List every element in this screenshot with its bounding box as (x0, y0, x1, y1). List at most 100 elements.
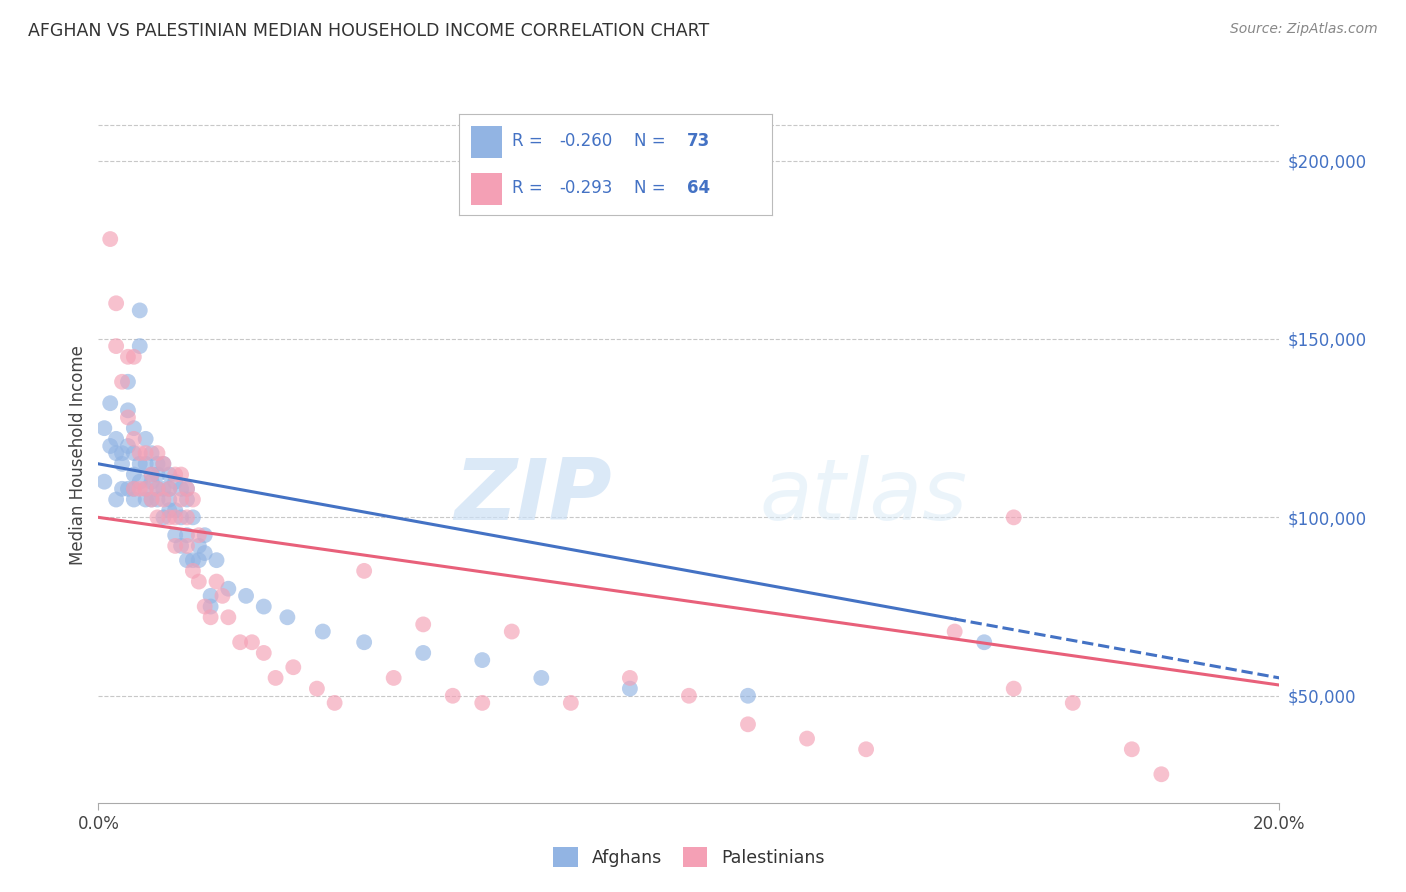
Point (157, 510, 180, 524)
Point (128, 339, 150, 353)
Point (111, 446, 134, 460)
Point (157, 482, 180, 496)
Point (205, 553, 228, 567)
Point (122, 482, 145, 496)
Point (217, 610, 239, 624)
Point (146, 482, 169, 496)
Point (117, 403, 139, 417)
Point (323, 696, 346, 710)
Point (187, 553, 209, 567)
Point (111, 457, 134, 471)
Point (1002, 510, 1025, 524)
Point (194, 599, 217, 614)
Point (98, 439, 121, 453)
Point (176, 528, 198, 542)
Point (181, 510, 204, 524)
Point (1002, 681, 1025, 696)
Point (152, 457, 174, 471)
Point (200, 610, 222, 624)
Point (170, 467, 193, 482)
Point (117, 439, 139, 453)
Point (200, 589, 222, 603)
Y-axis label: Median Household Income: Median Household Income (69, 345, 87, 565)
Point (181, 564, 204, 578)
Point (176, 492, 198, 507)
Point (181, 553, 204, 567)
Point (117, 375, 139, 389)
Point (157, 492, 180, 507)
Point (560, 696, 582, 710)
Point (152, 457, 174, 471)
Point (122, 492, 145, 507)
Point (312, 624, 335, 639)
Point (157, 482, 180, 496)
Point (412, 646, 434, 660)
Point (122, 482, 145, 496)
Point (111, 482, 134, 496)
Point (105, 432, 128, 446)
Point (181, 492, 204, 507)
Point (152, 510, 174, 524)
Point (146, 492, 169, 507)
Point (128, 475, 150, 489)
Point (98, 232, 121, 246)
Point (229, 635, 252, 649)
Point (194, 528, 217, 542)
Point (128, 482, 150, 496)
Point (135, 457, 157, 471)
Point (165, 503, 187, 517)
Point (122, 446, 145, 460)
Point (93, 475, 115, 489)
Point (105, 296, 128, 310)
Point (122, 467, 145, 482)
Point (855, 742, 877, 756)
Point (253, 599, 276, 614)
Point (165, 528, 187, 542)
Point (146, 446, 169, 460)
Point (211, 589, 233, 603)
Point (152, 482, 174, 496)
Point (128, 303, 150, 318)
Point (382, 671, 405, 685)
Point (471, 696, 494, 710)
Point (176, 482, 198, 496)
Point (1062, 696, 1084, 710)
Point (135, 432, 157, 446)
Point (796, 731, 818, 746)
Point (165, 510, 187, 524)
Point (353, 564, 375, 578)
Point (128, 446, 150, 460)
Point (240, 635, 263, 649)
Point (141, 492, 163, 507)
Point (253, 646, 276, 660)
Point (194, 546, 217, 560)
Point (973, 635, 995, 649)
Point (105, 339, 128, 353)
Point (141, 467, 163, 482)
Point (678, 689, 700, 703)
Point (152, 492, 174, 507)
Point (619, 681, 641, 696)
Point (283, 660, 305, 674)
Point (146, 510, 169, 524)
Point (471, 653, 494, 667)
Point (157, 503, 180, 517)
Point (105, 446, 128, 460)
Point (117, 350, 139, 364)
Point (737, 717, 759, 731)
Point (276, 610, 298, 624)
Point (165, 475, 187, 489)
Point (141, 446, 163, 460)
Point (170, 492, 193, 507)
Point (170, 539, 193, 553)
Point (1121, 742, 1143, 756)
Point (117, 410, 139, 425)
Point (122, 350, 145, 364)
Point (111, 375, 134, 389)
Point (305, 681, 328, 696)
Point (117, 482, 139, 496)
Point (170, 482, 193, 496)
Point (146, 467, 169, 482)
Point (176, 510, 198, 524)
Point (353, 635, 375, 649)
